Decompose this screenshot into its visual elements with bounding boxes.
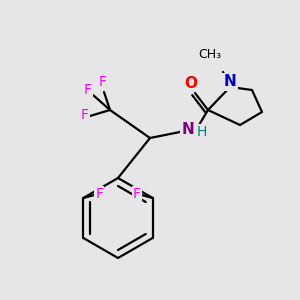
Text: O: O (184, 76, 197, 91)
Text: H: H (197, 125, 207, 139)
Text: N: N (182, 122, 194, 137)
Text: F: F (133, 187, 141, 201)
Text: N: N (224, 74, 236, 89)
Text: F: F (99, 75, 107, 89)
Text: F: F (95, 187, 104, 201)
Text: CH₃: CH₃ (198, 49, 222, 62)
Text: F: F (84, 83, 92, 97)
Text: F: F (81, 108, 89, 122)
